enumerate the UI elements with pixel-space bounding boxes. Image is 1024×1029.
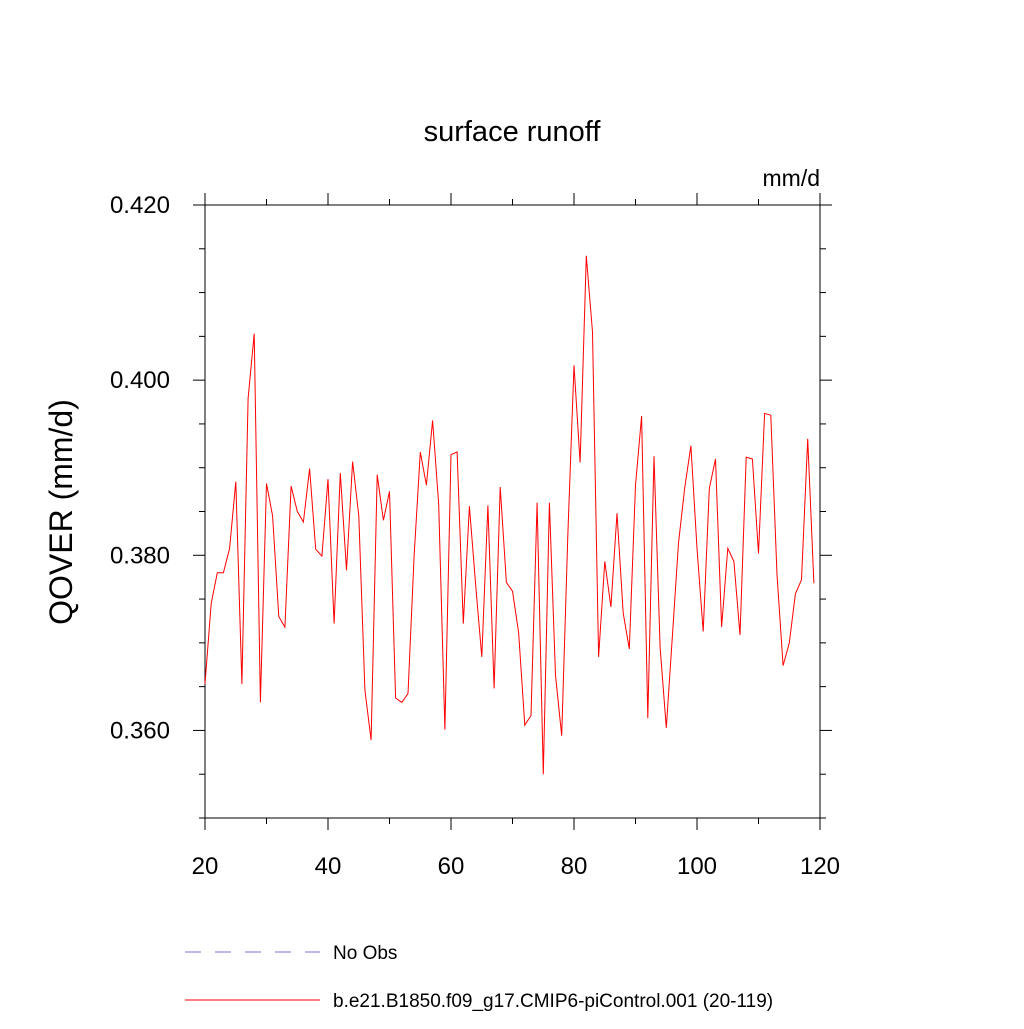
legend-label: No Obs — [333, 943, 397, 964]
series-line — [205, 256, 814, 774]
x-tick-label: 20 — [192, 853, 219, 880]
x-tick-label: 40 — [315, 853, 342, 880]
chart-title: surface runoff — [424, 116, 602, 148]
units-label: mm/d — [763, 165, 821, 191]
x-tick-label: 100 — [677, 853, 717, 880]
plot-series — [205, 256, 814, 774]
x-tick-label: 120 — [800, 853, 840, 880]
y-axis-label: QOVER (mm/d) — [43, 399, 79, 625]
y-tick-label: 0.380 — [110, 542, 170, 569]
legend: No Obs b.e21.B1850.f09_g17.CMIP6-piContro… — [185, 943, 773, 1012]
x-tick-label: 80 — [561, 853, 588, 880]
y-tick-label: 0.420 — [110, 192, 170, 219]
axes: 20 40 60 80 100 120 0.360 0.380 0.400 0.420 — [110, 192, 840, 880]
x-tick-label: 60 — [438, 853, 465, 880]
y-tick-label: 0.360 — [110, 717, 170, 744]
legend-label: b.e21.B1850.f09_g17.CMIP6-piControl.001 … — [333, 991, 773, 1012]
y-tick-label: 0.400 — [110, 367, 170, 394]
